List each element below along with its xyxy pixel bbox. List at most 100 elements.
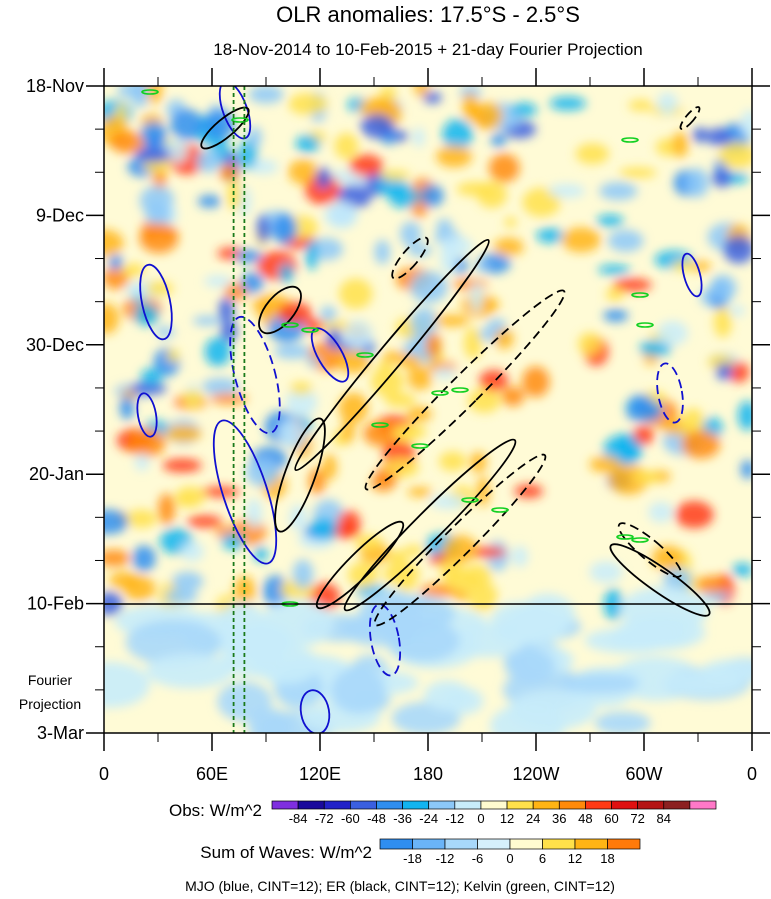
projection-patch bbox=[615, 615, 706, 650]
anomaly-patch bbox=[288, 93, 328, 115]
anomaly-patch bbox=[140, 121, 167, 148]
anomaly-patch bbox=[254, 546, 268, 563]
projection-patch bbox=[560, 672, 640, 694]
colorbar-tick-label: -36 bbox=[393, 811, 412, 826]
anomaly-patch bbox=[487, 318, 507, 330]
y-tick-labels: 18-Nov 9-Dec 30-Dec 20-Jan 10-Feb 3-Mar bbox=[26, 76, 84, 743]
anomaly-patch bbox=[589, 561, 623, 583]
anomaly-patch bbox=[476, 181, 508, 209]
kelvin-contour bbox=[356, 352, 374, 358]
anomaly-patch bbox=[324, 201, 358, 229]
anomaly-patch bbox=[493, 237, 524, 256]
anomaly-patch bbox=[462, 92, 478, 117]
colorbar-swatch bbox=[428, 800, 456, 810]
anomaly-patch bbox=[166, 349, 180, 363]
anomaly-patch bbox=[713, 306, 732, 338]
anomaly-patch bbox=[219, 163, 239, 181]
projection-patch bbox=[217, 681, 272, 722]
anomaly-patch bbox=[271, 213, 298, 245]
anomaly-patch bbox=[388, 549, 408, 566]
anomaly-patch bbox=[116, 86, 155, 99]
anomaly-patch bbox=[162, 458, 202, 473]
anomaly-patch bbox=[410, 271, 448, 304]
y-tick-label: 3-Mar bbox=[37, 723, 84, 743]
colorbar-swatch bbox=[585, 800, 612, 810]
anomaly-patch bbox=[308, 468, 326, 495]
colorbar-swatch bbox=[509, 838, 543, 850]
projection-label-line1: Fourier bbox=[28, 672, 73, 688]
anomaly-patch bbox=[436, 218, 453, 234]
colorbar-swatch bbox=[611, 800, 638, 810]
anomaly-patch bbox=[442, 535, 478, 564]
anomaly-patch bbox=[104, 549, 131, 567]
anomaly-patch bbox=[728, 361, 750, 383]
anomaly-patch bbox=[718, 141, 752, 169]
heatmap-field bbox=[104, 86, 752, 733]
anomaly-patch bbox=[145, 200, 172, 227]
er-contour bbox=[343, 438, 517, 612]
anomaly-patch bbox=[475, 260, 489, 273]
y-tick-label: 30-Dec bbox=[26, 335, 84, 355]
colorbar-tick-label: 12 bbox=[500, 811, 514, 826]
y-tick-label: 10-Feb bbox=[27, 594, 84, 614]
contour-legend: MJO (blue, CINT=12); ER (black, CINT=12)… bbox=[185, 878, 615, 894]
anomaly-patch bbox=[245, 457, 280, 487]
anomaly-patch bbox=[104, 303, 120, 334]
anomaly-patch bbox=[467, 581, 498, 612]
anomaly-patch bbox=[732, 563, 752, 577]
colorbar-swatch bbox=[402, 800, 430, 810]
anomaly-patch bbox=[522, 187, 561, 217]
anomaly-patch bbox=[256, 214, 270, 244]
x-tick-label: 60E bbox=[196, 764, 228, 784]
anomaly-patch bbox=[632, 425, 654, 445]
anomaly-patch bbox=[402, 343, 418, 356]
anomaly-patch bbox=[343, 320, 373, 351]
anomaly-patch bbox=[285, 387, 318, 417]
colorbar-swatch bbox=[477, 838, 511, 850]
anomaly-patch bbox=[338, 349, 370, 374]
anomaly-patch bbox=[628, 99, 654, 112]
mjo-contour bbox=[212, 419, 278, 565]
anomaly-patch bbox=[278, 263, 294, 283]
mjo-contour bbox=[139, 263, 173, 341]
colorbar-swatch bbox=[574, 838, 608, 850]
colorbar-swatch bbox=[607, 838, 641, 850]
anomaly-patch bbox=[472, 546, 506, 558]
anomaly-patch bbox=[561, 227, 601, 253]
anomaly-patch bbox=[392, 130, 409, 142]
anomaly-patch bbox=[316, 167, 331, 189]
colorbar-swatch bbox=[506, 800, 534, 810]
anomaly-patch bbox=[180, 541, 204, 562]
colorbar-swatch bbox=[297, 800, 325, 810]
colorbar-swatch bbox=[376, 800, 403, 810]
anomaly-patch bbox=[164, 588, 198, 604]
kelvin-contour bbox=[411, 443, 429, 449]
anomaly-patch bbox=[360, 113, 394, 139]
x-tick-marks bbox=[103, 68, 753, 751]
anomaly-patch bbox=[549, 96, 587, 111]
anomaly-patch bbox=[289, 504, 308, 532]
anomaly-patch bbox=[337, 510, 361, 535]
y-tick-marks bbox=[86, 85, 770, 734]
anomaly-patch bbox=[278, 419, 305, 446]
projection-patch bbox=[520, 593, 576, 635]
anomaly-patch bbox=[109, 571, 140, 589]
anomaly-patch bbox=[379, 170, 411, 181]
anomaly-patch bbox=[128, 428, 166, 458]
kelvin-contour bbox=[631, 537, 649, 543]
anomaly-patch bbox=[436, 145, 473, 168]
kelvin-contour bbox=[431, 390, 449, 396]
anomaly-patch bbox=[192, 315, 222, 326]
anomaly-patch bbox=[135, 146, 171, 163]
plot-area bbox=[86, 68, 770, 751]
anomaly-patch bbox=[709, 274, 737, 302]
anomaly-patch bbox=[463, 327, 483, 360]
colorbar-swatch bbox=[379, 838, 413, 850]
anomaly-patch bbox=[338, 392, 369, 424]
anomaly-patch bbox=[218, 297, 234, 325]
anomaly-patch bbox=[628, 394, 655, 412]
er-contour bbox=[200, 106, 250, 150]
colorbar-tick-label: 6 bbox=[539, 851, 546, 866]
kelvin-contour bbox=[631, 292, 649, 298]
anomaly-patch bbox=[338, 278, 373, 310]
